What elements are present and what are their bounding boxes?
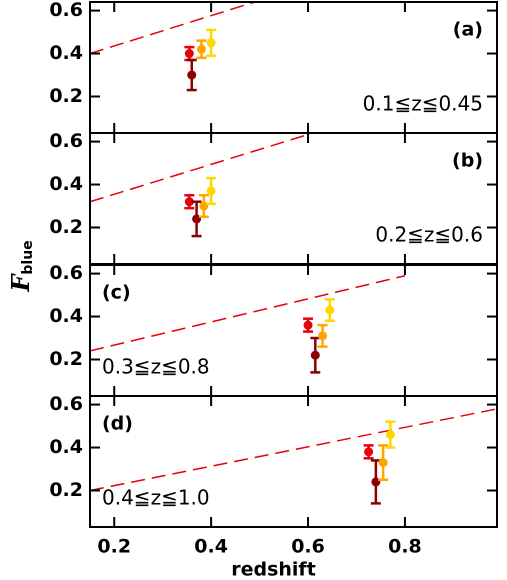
point [206, 38, 216, 48]
point-group [191, 200, 202, 238]
point-group [317, 323, 328, 348]
panel-label: (b) [452, 150, 483, 172]
x-tick-label: 0.8 [388, 536, 422, 558]
point [187, 70, 197, 80]
y-tick-label: 0.4 [49, 173, 83, 195]
panel-label: (d) [102, 413, 133, 435]
y-tick-label: 0.2 [49, 479, 83, 501]
point [385, 430, 395, 440]
trend-line [90, 275, 406, 352]
x-axis-label: redshift [231, 559, 316, 580]
point-group [198, 194, 209, 219]
y-tick-label: 0.4 [49, 436, 83, 458]
panel-label: (a) [453, 19, 483, 41]
y-tick-label: 0.6 [49, 130, 83, 152]
trend-line [90, 133, 314, 203]
panel-note: 0.3≦z≦0.8 [102, 355, 210, 379]
point [206, 186, 216, 196]
y-tick-label: 0.2 [49, 348, 83, 370]
point-group [303, 317, 314, 333]
point [303, 320, 313, 330]
y-tick-label: 0.6 [49, 0, 83, 21]
point-group [378, 444, 389, 482]
y-tick-label: 0.4 [49, 42, 83, 64]
point-group [363, 444, 374, 460]
y-label-main: F [6, 273, 35, 293]
point-group [324, 298, 335, 323]
point [199, 201, 209, 211]
trend-line [90, 408, 497, 492]
point [378, 458, 388, 468]
point [371, 477, 381, 487]
panel-note: 0.1≦z≦0.45 [363, 92, 483, 116]
point-group [370, 459, 381, 505]
point [192, 214, 202, 224]
point-group [184, 194, 195, 210]
panel-label: (c) [102, 282, 131, 304]
x-tick-label: 0.6 [291, 536, 325, 558]
y-tick-label: 0.2 [49, 216, 83, 238]
point [184, 197, 194, 207]
point [196, 44, 206, 54]
point [318, 331, 328, 341]
point-group [310, 336, 321, 374]
panel-note: 0.2≦z≦0.6 [375, 223, 483, 247]
point [364, 447, 374, 457]
x-tick-label: 0.2 [97, 536, 131, 558]
point [325, 305, 335, 315]
panel-note: 0.4≦z≦1.0 [102, 486, 210, 510]
x-tick-label: 0.4 [194, 536, 228, 558]
frame [89, 395, 498, 528]
point [310, 350, 320, 360]
y-tick-label: 0.2 [49, 85, 83, 107]
trend-line [90, 2, 255, 55]
point-group [385, 420, 396, 449]
point-group [206, 176, 217, 206]
point-group [186, 58, 197, 92]
y-label-sub: blue [20, 240, 36, 274]
point [184, 49, 194, 59]
y-tick-label: 0.6 [49, 262, 83, 284]
point-group [206, 28, 217, 57]
point-group [184, 45, 195, 62]
y-axis-label: Fblue [6, 240, 37, 292]
y-tick-label: 0.6 [49, 393, 83, 415]
point-group [196, 39, 207, 60]
y-tick-label: 0.4 [49, 305, 83, 327]
